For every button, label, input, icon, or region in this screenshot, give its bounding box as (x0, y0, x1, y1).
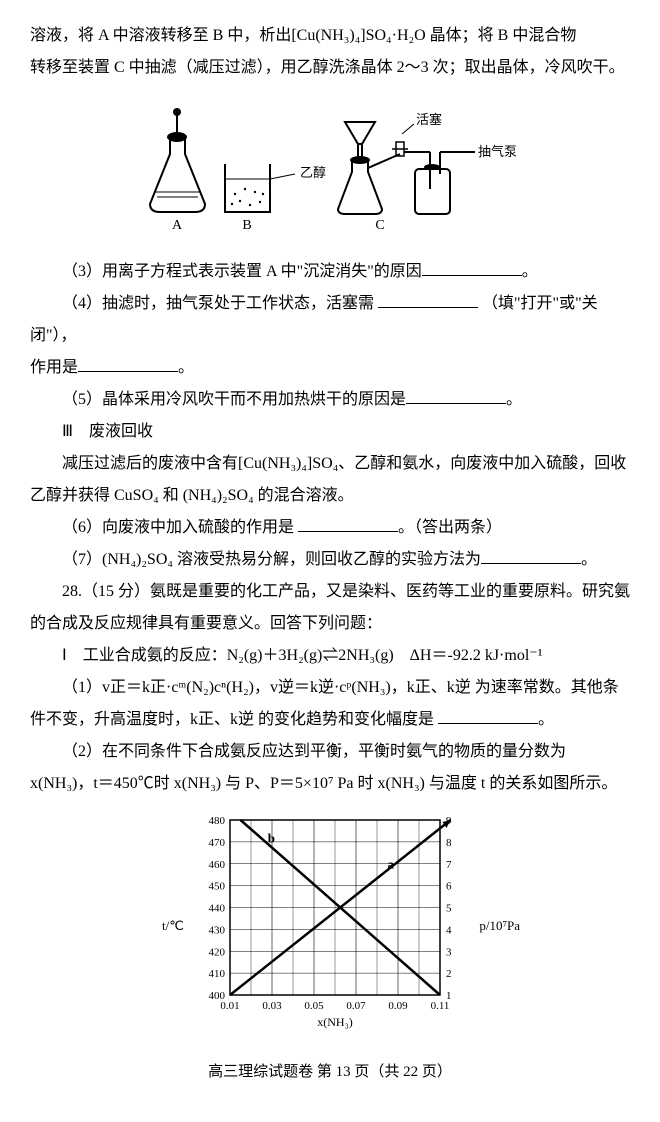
intro-line2: 转移至装置 C 中抽滤（减压过滤），用乙醇洗涤晶体 2～3 次；取出晶体，冷风吹… (30, 52, 630, 84)
q4-blank2 (78, 355, 178, 372)
section-3-header: Ⅲ 废液回收 (30, 416, 630, 448)
q7-text-a: （7）(NH₄)₂SO₄ 溶液受热易分解，则回收乙醇的实验方法为 (62, 551, 481, 568)
q3-text-a: （3）用离子方程式表示装置 A 中"沉淀消失"的原因 (62, 263, 422, 280)
question-6: （6）向废液中加入硫酸的作用是 。（答出两条） (30, 512, 630, 544)
q28-sub2: （2）在不同条件下合成氨反应达到平衡，平衡时氨气的物质的量分数为 x(NH₃)，… (30, 736, 630, 800)
q7-blank (481, 547, 581, 564)
svg-text:7: 7 (446, 859, 452, 871)
svg-text:410: 410 (209, 968, 226, 980)
page-footer: 高三理综试题卷 第 13 页（共 22 页） (30, 1057, 630, 1087)
question-3: （3）用离子方程式表示装置 A 中"沉淀消失"的原因 。 (30, 256, 630, 288)
svg-text:b: b (268, 830, 275, 845)
svg-text:x(NH₃): x(NH₃) (317, 1015, 353, 1029)
q28-part1-header: Ⅰ 工业合成氨的反应：N₂(g)＋3H₂(g)⇌2NH₃(g) ΔH＝-92.2… (30, 640, 630, 672)
svg-text:C: C (375, 218, 384, 233)
svg-text:a: a (388, 857, 395, 872)
q4-text-c: 作用是 (30, 359, 78, 376)
svg-text:4: 4 (446, 924, 452, 936)
flask-a-icon: A (150, 108, 205, 233)
section-3-body: 减压过滤后的废液中含有[Cu(NH₃)₄]SO₄、乙醇和氨水，向废液中加入硫酸，… (30, 448, 630, 512)
q5-blank (406, 387, 506, 404)
svg-text:A: A (172, 218, 183, 233)
q5-text-b: 。 (506, 391, 522, 408)
svg-text:0.05: 0.05 (304, 1000, 324, 1012)
svg-text:活塞: 活塞 (416, 112, 442, 127)
q4-blank1 (378, 291, 478, 308)
apparatus-c-icon: 活塞 抽气泵 C (338, 112, 517, 233)
svg-text:5: 5 (446, 903, 452, 915)
q28-sub1: （1）v正＝k正·cᵐ(N₂)cⁿ(H₂)，v逆＝k逆·cᵖ(NH₃)，k正、k… (30, 672, 630, 736)
question-4-line1: （4）抽滤时，抽气泵处于工作状态，活塞需 （填"打开"或"关闭"）， (30, 288, 630, 352)
q4-text-d: 。 (178, 359, 194, 376)
svg-text:3: 3 (446, 946, 452, 958)
q6-text-b: 。（答出两条） (398, 519, 502, 536)
q6-text-a: （6）向废液中加入硫酸的作用是 (62, 519, 294, 536)
question-7: （7）(NH₄)₂SO₄ 溶液受热易分解，则回收乙醇的实验方法为 。 (30, 544, 630, 576)
svg-text:1: 1 (446, 990, 452, 1002)
q3-text-b: 。 (522, 263, 538, 280)
q4-text-a: （4）抽滤时，抽气泵处于工作状态，活塞需 (62, 295, 374, 312)
y-left-axis-label: t/℃ (162, 913, 184, 939)
q3-blank (422, 259, 522, 276)
svg-text:8: 8 (446, 837, 452, 849)
svg-text:抽气泵: 抽气泵 (478, 144, 517, 159)
svg-text:400: 400 (209, 990, 226, 1002)
apparatus-diagram: A B 乙醇 活塞 (30, 94, 630, 246)
svg-text:420: 420 (209, 946, 226, 958)
svg-text:乙醇: 乙醇 (300, 165, 326, 180)
svg-text:0.03: 0.03 (262, 1000, 282, 1012)
svg-text:2: 2 (446, 968, 452, 980)
q7-text-b: 。 (581, 551, 597, 568)
svg-text:430: 430 (209, 924, 226, 936)
question-28-intro: 28.（15 分）氨既是重要的化工产品，又是染料、医药等工业的重要原料。研究氨的… (30, 576, 630, 640)
svg-text:450: 450 (209, 881, 226, 893)
svg-text:480: 480 (209, 815, 226, 827)
svg-text:B: B (242, 218, 251, 233)
svg-text:0.07: 0.07 (346, 1000, 366, 1012)
question-4-line2: 作用是 。 (30, 352, 630, 384)
intro-line1: 溶液，将 A 中溶液转移至 B 中，析出[Cu(NH₃)₄]SO₄·H₂O 晶体… (30, 20, 630, 52)
svg-text:0.09: 0.09 (388, 1000, 408, 1012)
q6-blank (298, 515, 398, 532)
beaker-b-icon: B 乙醇 (225, 164, 326, 233)
svg-text:460: 460 (209, 859, 226, 871)
svg-text:470: 470 (209, 837, 226, 849)
q28-sub1-blank (438, 707, 538, 724)
q28-sub1-b: 。 (538, 711, 554, 728)
svg-text:6: 6 (446, 881, 452, 893)
chart-svg: 0.010.030.050.070.090.114004104204304404… (190, 810, 470, 1030)
y-right-axis-label: p/10⁷Pa (479, 913, 520, 939)
chart-container: t/℃ p/10⁷Pa 0.010.030.050.070.090.114004… (30, 810, 630, 1042)
q5-text-a: （5）晶体采用冷风吹干而不用加热烘干的原因是 (62, 391, 406, 408)
question-5: （5）晶体采用冷风吹干而不用加热烘干的原因是 。 (30, 384, 630, 416)
svg-text:440: 440 (209, 903, 226, 915)
